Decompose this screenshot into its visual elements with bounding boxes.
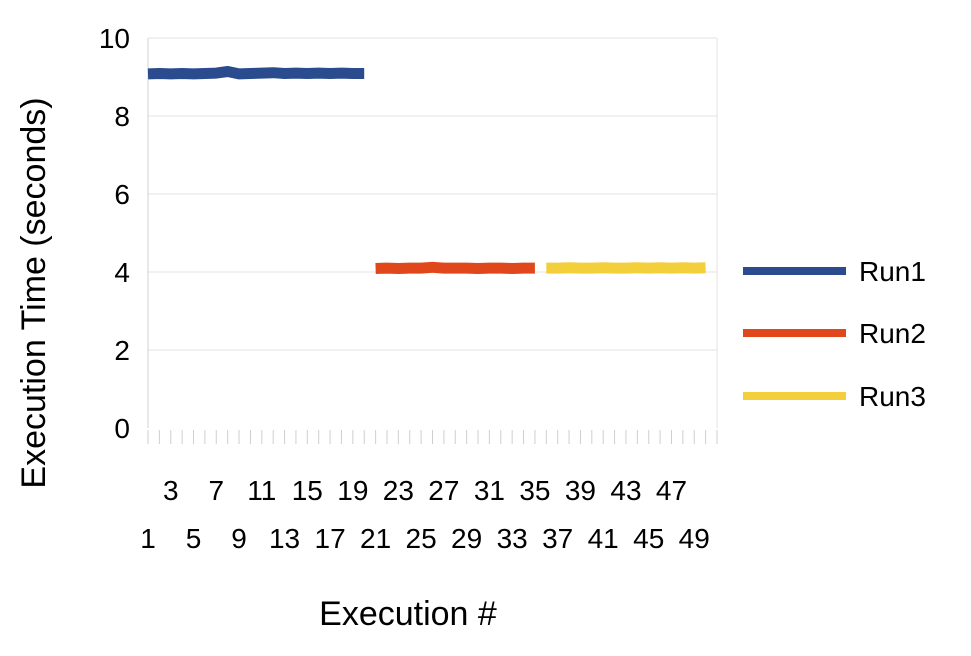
x-tick-label: 3 [163, 475, 179, 506]
x-tick-label: 47 [656, 475, 687, 506]
y-tick-label: 4 [114, 257, 130, 288]
y-tick-label: 8 [114, 101, 130, 132]
legend-label: Run2 [859, 318, 926, 349]
x-tick-label: 13 [269, 523, 300, 554]
x-tick-label: 31 [474, 475, 505, 506]
series-lines [148, 72, 706, 269]
legend-label: Run3 [859, 381, 926, 412]
x-tick-label: 21 [360, 523, 391, 554]
legend: Run1 Run2 Run3 [743, 256, 926, 412]
x-tick-label: 33 [497, 523, 528, 554]
x-tick-label: 29 [451, 523, 482, 554]
x-tick-label: 11 [247, 475, 276, 506]
x-tick-label: 15 [292, 475, 323, 506]
y-axis-title: Execution Time (seconds) [15, 97, 53, 488]
y-tick-label: 10 [99, 23, 130, 54]
x-tick-label: 23 [383, 475, 414, 506]
x-tick-label: 19 [337, 475, 368, 506]
x-tick-label: 41 [588, 523, 619, 554]
x-tick-label: 17 [315, 523, 346, 554]
x-tick-label: 25 [406, 523, 437, 554]
x-tick-label: 43 [610, 475, 641, 506]
y-tick-label: 2 [114, 335, 130, 366]
series-line-run1 [148, 72, 364, 74]
x-tick-label: 27 [428, 475, 459, 506]
legend-label: Run1 [859, 256, 926, 287]
y-tick-labels: 0 2 4 6 8 10 [99, 23, 130, 444]
plot-frame [148, 38, 717, 428]
x-tick-label: 1 [140, 523, 156, 554]
y-tick-label: 0 [114, 413, 130, 444]
x-tick-label: 49 [679, 523, 710, 554]
x-tick-label: 35 [519, 475, 550, 506]
series-line-run2 [376, 267, 535, 268]
x-tick-label: 9 [231, 523, 247, 554]
x-tick-label: 37 [542, 523, 573, 554]
y-tick-label: 6 [114, 179, 130, 210]
x-tick-label: 45 [633, 523, 664, 554]
grid [148, 38, 717, 350]
x-tick-label: 7 [208, 475, 224, 506]
x-axis-title: Execution # [319, 595, 497, 633]
x-tick-marks [148, 430, 717, 444]
x-tick-label: 39 [565, 475, 596, 506]
x-tick-label: 5 [186, 523, 202, 554]
